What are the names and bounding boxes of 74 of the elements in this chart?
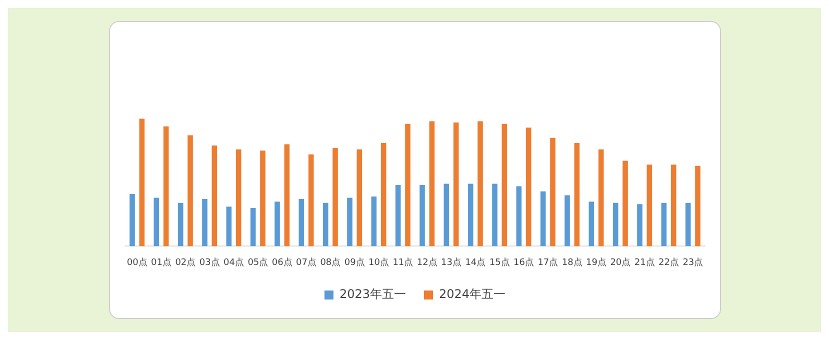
x-tick-label: 04点 — [223, 256, 244, 268]
bar — [370, 196, 376, 246]
bar — [588, 202, 594, 246]
legend-label: 2024年五一 — [438, 287, 506, 302]
bar — [162, 126, 168, 246]
x-tick-label: 18点 — [561, 256, 582, 268]
x-tick-label: 01点 — [150, 256, 171, 268]
x-tick-label: 12点 — [416, 256, 437, 268]
bar — [550, 138, 555, 246]
x-tick-label: 08点 — [320, 256, 340, 268]
bar — [332, 148, 338, 246]
x-tick-label: 20点 — [610, 256, 630, 268]
bar — [467, 184, 473, 246]
bar — [612, 202, 618, 246]
bar — [452, 122, 458, 246]
x-tick-label: 02点 — [174, 256, 196, 268]
bar — [622, 160, 628, 246]
x-tick-label: 22点 — [658, 256, 678, 268]
bar — [235, 149, 241, 246]
bar — [477, 121, 482, 246]
bar — [404, 124, 410, 246]
bar — [298, 199, 304, 246]
x-tick-label: 23点 — [682, 256, 703, 268]
bar — [187, 135, 192, 246]
x-tick-label: 15点 — [488, 256, 510, 268]
bar — [598, 149, 604, 246]
bar — [226, 206, 232, 246]
bar — [274, 202, 280, 246]
bar — [501, 124, 507, 246]
bar — [492, 184, 497, 246]
bar — [646, 164, 652, 246]
bar — [380, 142, 386, 246]
bar — [308, 154, 314, 246]
x-tick-label: 07点 — [296, 256, 316, 268]
x-tick-label: 10点 — [368, 256, 388, 268]
bar — [684, 202, 690, 246]
bar — [138, 118, 144, 246]
bar — [660, 202, 666, 246]
bar — [177, 202, 183, 246]
bar — [322, 202, 328, 246]
bar — [129, 194, 134, 246]
bar — [525, 128, 531, 246]
bar — [428, 121, 434, 246]
x-tick-label: 21点 — [634, 256, 654, 268]
x-tick-label: 05点 — [247, 256, 268, 268]
bar — [419, 185, 424, 246]
bar — [250, 208, 256, 246]
x-tick-label: 13点 — [440, 256, 461, 268]
bar — [284, 144, 290, 246]
bar — [153, 198, 159, 246]
x-tick-label: 00点 — [126, 256, 147, 268]
bar — [202, 199, 207, 246]
x-tick-label: 19点 — [586, 256, 606, 268]
bar — [694, 166, 700, 246]
x-tick-label: 11点 — [392, 256, 413, 268]
bar — [564, 195, 570, 246]
bar — [443, 184, 449, 246]
bar — [670, 164, 676, 246]
bar — [574, 142, 580, 246]
x-tick-label: 09点 — [344, 256, 364, 268]
x-tick-label: 06点 — [271, 256, 292, 268]
bar — [636, 204, 642, 246]
x-tick-label: 03点 — [198, 256, 220, 268]
bar — [356, 149, 362, 246]
bar — [346, 198, 352, 246]
x-tick-label: 14点 — [464, 256, 486, 268]
bar — [260, 150, 265, 246]
bar — [516, 186, 522, 246]
bar — [211, 146, 217, 246]
legend-label: 2023年五一 — [338, 287, 406, 302]
x-tick-label: 17点 — [537, 256, 558, 268]
bar — [394, 185, 400, 246]
bar — [540, 191, 546, 246]
x-tick-label: 16点 — [513, 256, 534, 268]
